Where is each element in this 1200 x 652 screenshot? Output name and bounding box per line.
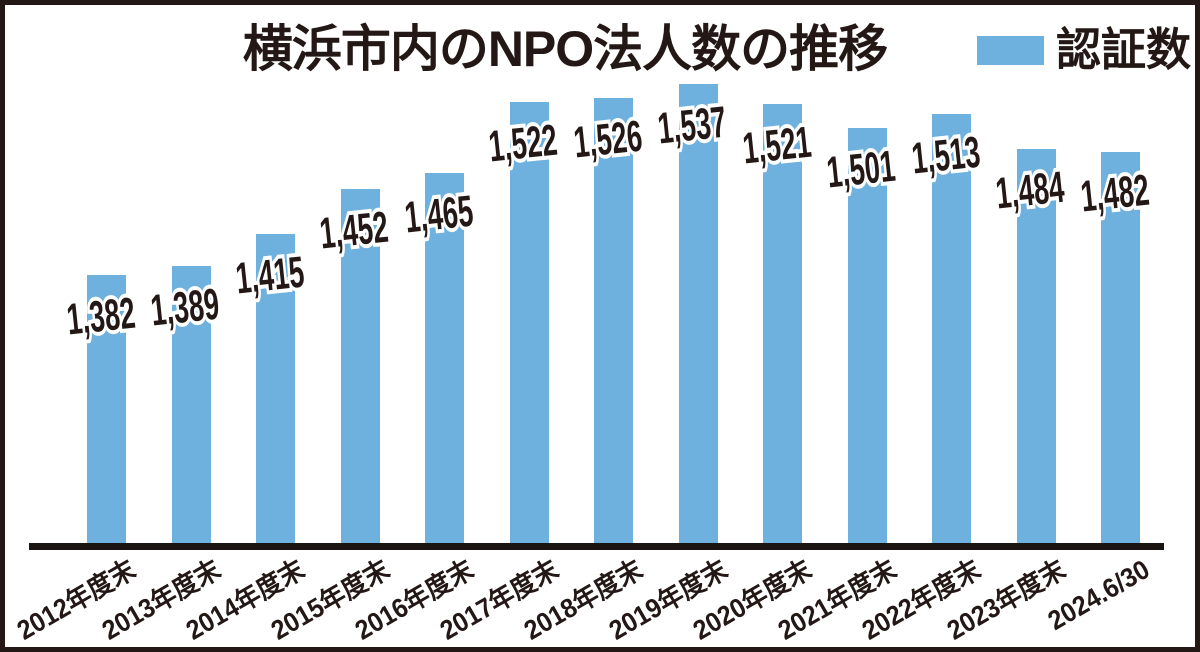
x-axis-line [29, 543, 1164, 550]
legend-swatch-icon [977, 36, 1044, 65]
bar-value-label: 1,513 1,513 [906, 124, 985, 186]
bar [1016, 149, 1056, 543]
bar [171, 266, 211, 543]
legend-label: 認証数 [1056, 24, 1192, 75]
bar-value-label: 1,382 1,382 [61, 285, 140, 347]
bar-value-label: 1,484 1,484 [990, 159, 1069, 221]
bar [932, 114, 971, 543]
bar [87, 275, 126, 543]
bar-value-text: 1,415 [232, 247, 306, 304]
bar [256, 234, 295, 543]
bar [594, 98, 633, 543]
bar-value-label: 1,465 1,465 [399, 183, 478, 245]
bar-value-text: 1,537 [655, 97, 729, 154]
bar-value-text: 1,513 [908, 127, 982, 184]
bar-value-text: 1,521 [739, 117, 813, 174]
bar-value-text: 1,452 [317, 202, 391, 259]
bar [763, 104, 802, 543]
bar [1101, 152, 1140, 543]
bar [847, 128, 887, 543]
legend: 認証数 [977, 13, 1191, 78]
bar-value-label: 1,389 1,389 [145, 276, 224, 338]
bar [509, 102, 549, 543]
bar [425, 173, 464, 543]
bar-value-label: 1,522 1,522 [483, 112, 562, 174]
bar [340, 189, 380, 543]
bar-value-text: 1,465 [401, 186, 475, 243]
bar-value-text: 1,484 [993, 162, 1067, 219]
bar-value-label: 1,501 1,501 [821, 138, 900, 200]
chart-title: 横浜市内のNPO法人数の推移 [242, 21, 888, 77]
plot-area: 1,382 1,382 2012年度末 1,389 1,389 2013年度末 1,415 1… [5, 5, 1195, 647]
bar [678, 84, 718, 543]
bar-value-label: 1,526 1,526 [568, 108, 647, 170]
bar-value-label: 1,537 1,537 [652, 94, 731, 156]
bar-value-text: 1,389 [148, 279, 222, 336]
bar-value-label: 1,415 1,415 [230, 244, 309, 306]
bar-value-text: 1,501 [824, 141, 898, 198]
bar-value-text: 1,482 [1077, 165, 1151, 222]
bar-value-text: 1,522 [486, 115, 560, 172]
bar-value-label: 1,482 1,482 [1075, 162, 1154, 224]
bar-value-label: 1,452 1,452 [314, 199, 393, 261]
bar-value-text: 1,382 [63, 288, 137, 345]
bar-value-label: 1,521 1,521 [737, 114, 816, 176]
bar-value-text: 1,526 [570, 111, 644, 168]
